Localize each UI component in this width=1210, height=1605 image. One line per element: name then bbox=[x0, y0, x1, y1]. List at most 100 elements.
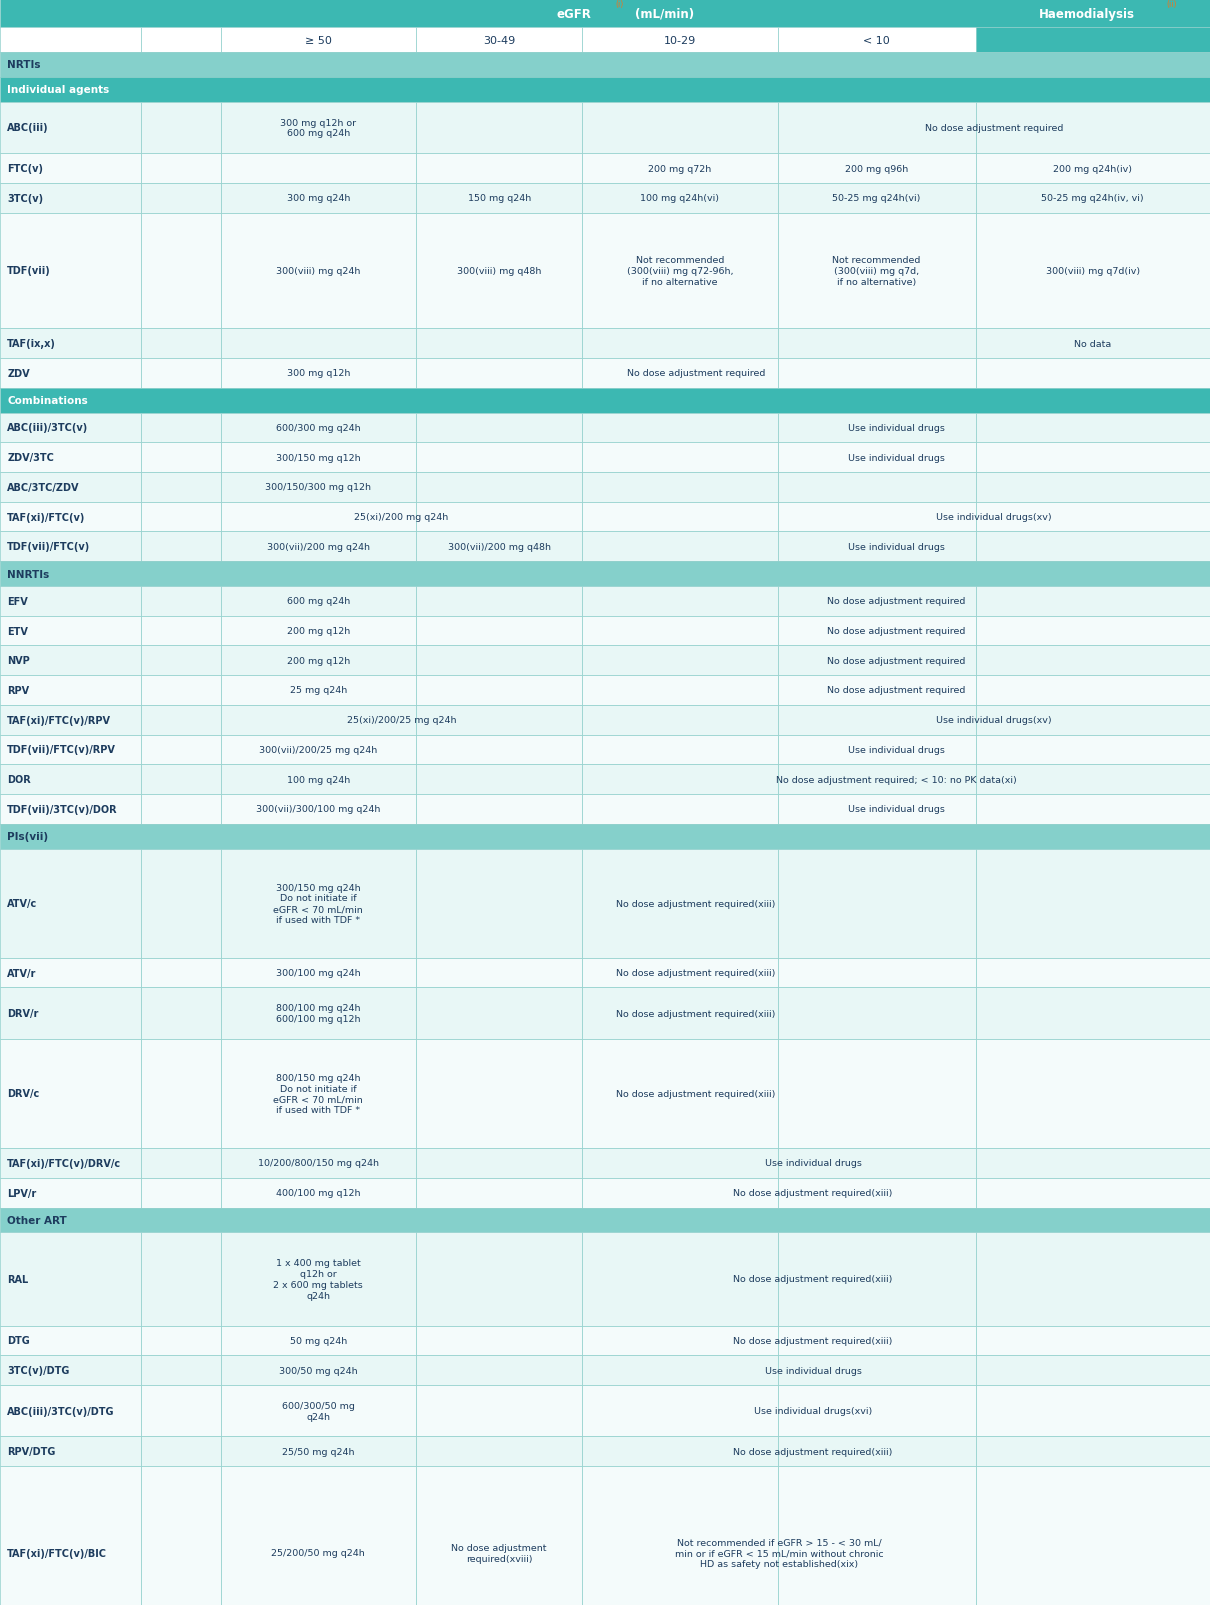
Bar bbox=[416, 1436, 582, 1465]
Text: ATV/c: ATV/c bbox=[7, 899, 38, 908]
Bar bbox=[778, 705, 975, 735]
Bar bbox=[582, 358, 778, 388]
Bar bbox=[142, 987, 220, 1038]
Bar bbox=[220, 676, 416, 705]
Text: 50-25 mg q24h(iv, vi): 50-25 mg q24h(iv, vi) bbox=[1042, 194, 1145, 204]
Text: 300 mg q24h: 300 mg q24h bbox=[287, 194, 350, 204]
Bar bbox=[416, 1326, 582, 1355]
Text: Use individual drugs(xv): Use individual drugs(xv) bbox=[937, 716, 1051, 725]
Bar bbox=[582, 794, 778, 823]
Text: TAF(xi)/FTC(v)/RPV: TAF(xi)/FTC(v)/RPV bbox=[7, 716, 111, 725]
Text: 400/100 mg q12h: 400/100 mg q12h bbox=[276, 1188, 361, 1197]
Bar bbox=[142, 329, 220, 358]
Bar bbox=[416, 27, 582, 53]
Bar bbox=[778, 1385, 975, 1436]
Bar bbox=[142, 794, 220, 823]
Text: Use individual drugs: Use individual drugs bbox=[848, 745, 945, 754]
Bar bbox=[416, 705, 582, 735]
Bar bbox=[220, 849, 416, 958]
Text: 10-29: 10-29 bbox=[664, 35, 696, 45]
Bar bbox=[220, 764, 416, 794]
Bar bbox=[220, 1436, 416, 1465]
Text: 25/50 mg q24h: 25/50 mg q24h bbox=[282, 1446, 355, 1456]
Bar bbox=[582, 958, 778, 987]
Bar bbox=[0, 412, 142, 443]
Bar bbox=[142, 213, 220, 329]
Bar bbox=[975, 502, 1210, 531]
Text: TAF(xi)/FTC(v)/BIC: TAF(xi)/FTC(v)/BIC bbox=[7, 1547, 108, 1558]
Bar bbox=[142, 764, 220, 794]
Bar bbox=[142, 472, 220, 502]
Bar bbox=[220, 616, 416, 645]
Text: 25 mg q24h: 25 mg q24h bbox=[289, 685, 347, 695]
Bar bbox=[582, 213, 778, 329]
Text: 50 mg q24h: 50 mg q24h bbox=[289, 1335, 347, 1345]
Bar bbox=[975, 676, 1210, 705]
Bar bbox=[220, 213, 416, 329]
Text: Combinations: Combinations bbox=[7, 396, 88, 406]
Bar bbox=[582, 705, 778, 735]
Text: No dose adjustment required: No dose adjustment required bbox=[627, 369, 765, 379]
Text: 300(vii)/200 mg q24h: 300(vii)/200 mg q24h bbox=[266, 542, 370, 552]
Bar bbox=[778, 1326, 975, 1355]
Bar bbox=[975, 213, 1210, 329]
Bar bbox=[582, 443, 778, 472]
Bar bbox=[582, 1436, 778, 1465]
Bar bbox=[220, 154, 416, 183]
Text: 300(viii) mg q24h: 300(viii) mg q24h bbox=[276, 266, 361, 276]
Text: No dose adjustment required: No dose adjustment required bbox=[826, 597, 966, 607]
Bar bbox=[975, 443, 1210, 472]
Text: EFV: EFV bbox=[7, 597, 28, 607]
Bar bbox=[0, 329, 142, 358]
Bar bbox=[778, 735, 975, 764]
Text: 25(xi)/200/25 mg q24h: 25(xi)/200/25 mg q24h bbox=[347, 716, 456, 725]
Text: 10/200/800/150 mg q24h: 10/200/800/150 mg q24h bbox=[258, 1159, 379, 1168]
Bar bbox=[778, 764, 975, 794]
Text: No dose adjustment required: No dose adjustment required bbox=[826, 685, 966, 695]
Bar bbox=[416, 645, 582, 676]
Bar bbox=[975, 329, 1210, 358]
Bar bbox=[416, 502, 582, 531]
Bar bbox=[778, 154, 975, 183]
Bar bbox=[778, 1178, 975, 1207]
Bar bbox=[142, 1038, 220, 1148]
Bar bbox=[416, 213, 582, 329]
Bar bbox=[582, 764, 778, 794]
Bar bbox=[975, 531, 1210, 562]
Bar bbox=[220, 472, 416, 502]
Text: 600/300/50 mg
q24h: 600/300/50 mg q24h bbox=[282, 1401, 355, 1420]
Text: 300(vii)/200/25 mg q24h: 300(vii)/200/25 mg q24h bbox=[259, 745, 378, 754]
Bar bbox=[582, 616, 778, 645]
Text: 50-25 mg q24h(vi): 50-25 mg q24h(vi) bbox=[832, 194, 921, 204]
Bar bbox=[582, 183, 778, 213]
Bar bbox=[220, 1178, 416, 1207]
Bar bbox=[582, 1148, 778, 1178]
Text: Use individual drugs(xvi): Use individual drugs(xvi) bbox=[754, 1406, 872, 1416]
Bar bbox=[0, 213, 142, 329]
Bar bbox=[416, 412, 582, 443]
Bar bbox=[0, 53, 1210, 77]
Text: TDF(vii)/FTC(v)/RPV: TDF(vii)/FTC(v)/RPV bbox=[7, 745, 116, 754]
Text: ABC(iii)/3TC(v): ABC(iii)/3TC(v) bbox=[7, 424, 88, 433]
Bar bbox=[0, 0, 1210, 27]
Bar bbox=[416, 1465, 582, 1605]
Text: 300 mg q12h: 300 mg q12h bbox=[287, 369, 350, 379]
Text: Not recommended if eGFR > 15 - < 30 mL/
min or if eGFR < 15 mL/min without chron: Not recommended if eGFR > 15 - < 30 mL/ … bbox=[675, 1538, 883, 1568]
Bar bbox=[142, 443, 220, 472]
Text: (i): (i) bbox=[616, 0, 624, 10]
Bar bbox=[975, 103, 1210, 154]
Text: 25(xi)/200 mg q24h: 25(xi)/200 mg q24h bbox=[355, 512, 449, 522]
Bar bbox=[582, 412, 778, 443]
Text: ETV: ETV bbox=[7, 626, 28, 636]
Bar bbox=[0, 1326, 142, 1355]
Bar bbox=[975, 183, 1210, 213]
Bar bbox=[975, 1038, 1210, 1148]
Bar bbox=[582, 1038, 778, 1148]
Text: 200 mg q72h: 200 mg q72h bbox=[649, 164, 711, 173]
Bar bbox=[220, 443, 416, 472]
Text: No dose adjustment required(xiii): No dose adjustment required(xiii) bbox=[616, 1010, 776, 1018]
Text: ZDV/3TC: ZDV/3TC bbox=[7, 453, 54, 462]
Text: RAL: RAL bbox=[7, 1274, 29, 1284]
Bar bbox=[778, 1355, 975, 1385]
Bar bbox=[778, 358, 975, 388]
